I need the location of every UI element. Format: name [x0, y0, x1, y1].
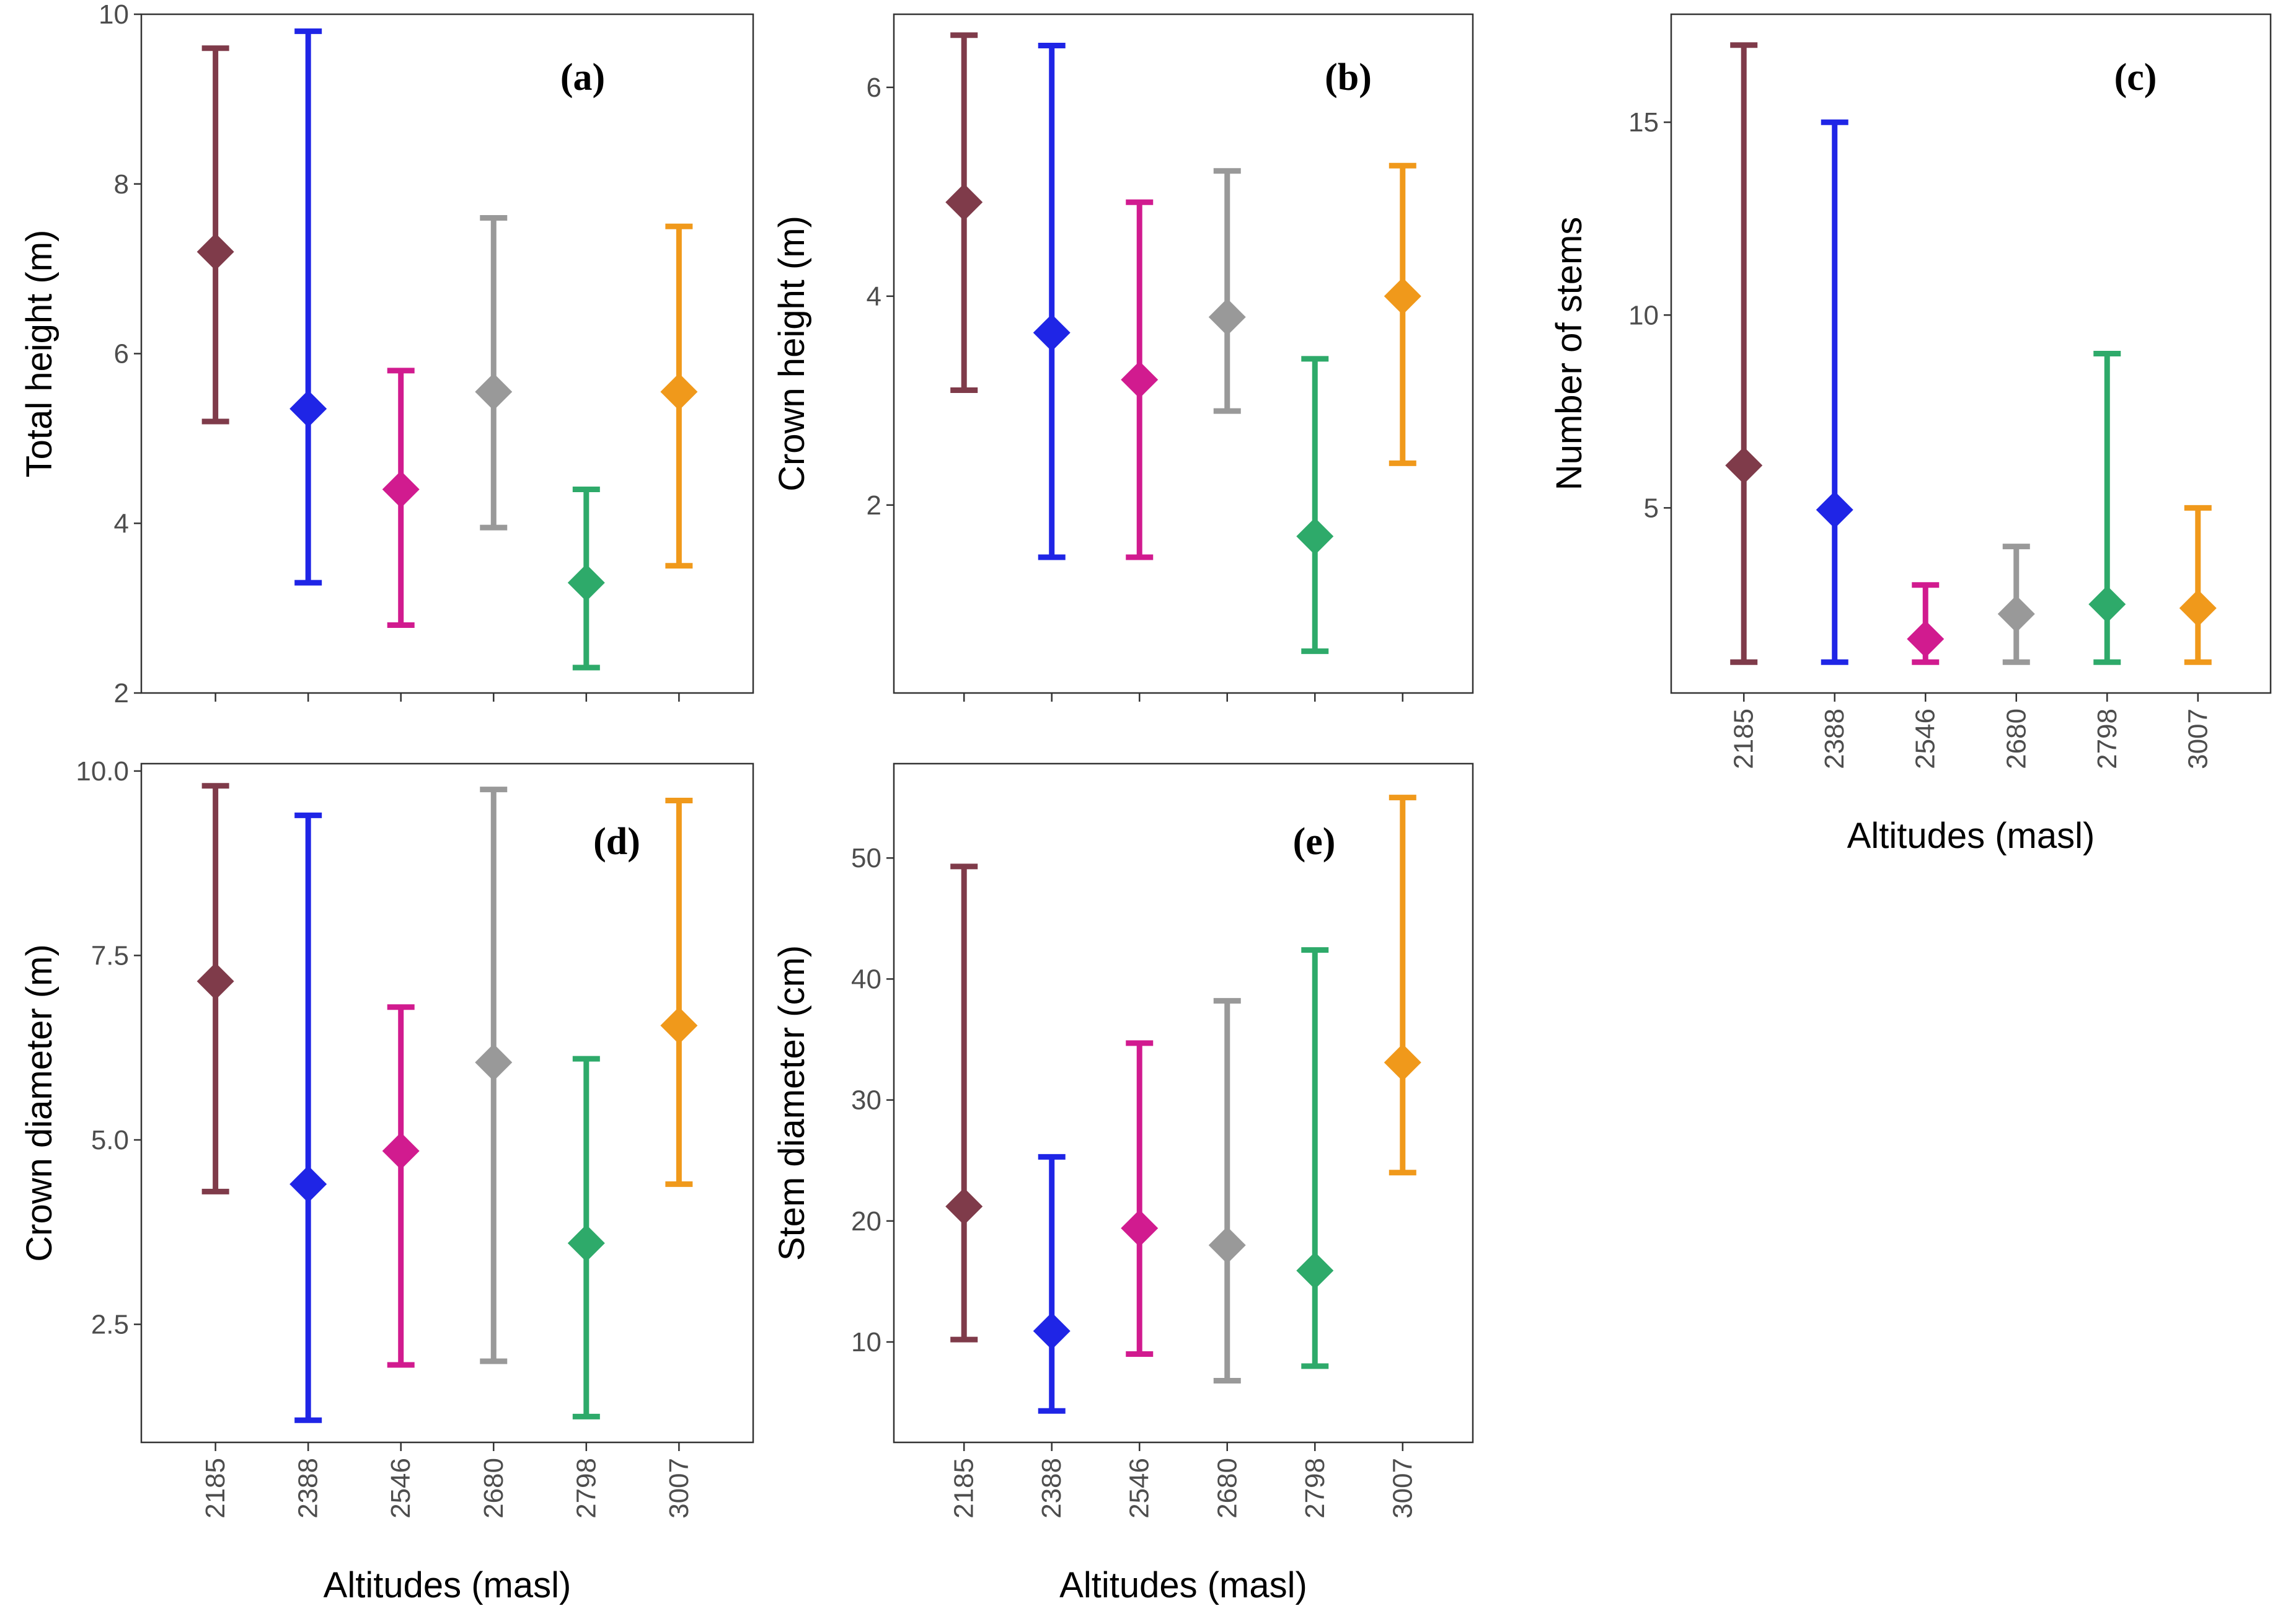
- x-tick-label: 3007: [1387, 1458, 1418, 1519]
- y-tick-label: 6: [867, 73, 881, 103]
- y-tick-label: 4: [867, 281, 881, 312]
- x-axis-title: Altitudes (masl): [1847, 816, 2095, 856]
- mean-point-2185: [945, 183, 983, 221]
- x-axis-title: Altitudes (masl): [1059, 1565, 1307, 1605]
- mean-point-2388: [1816, 491, 1853, 529]
- mean-point-2798: [2088, 585, 2126, 623]
- x-tick-label: 3007: [2183, 708, 2213, 769]
- panel-border: [893, 13, 1474, 694]
- panel-tag: (a): [560, 56, 605, 99]
- mean-point-2798: [567, 1224, 605, 1262]
- x-tick-label: 2546: [386, 1458, 416, 1519]
- y-tick-label: 10: [1628, 300, 1659, 330]
- x-tick-label: 2680: [1212, 1458, 1242, 1519]
- mean-point-2185: [197, 233, 234, 271]
- mean-point-2680: [1208, 298, 1246, 336]
- mean-point-3007: [660, 1007, 698, 1044]
- x-tick-label: 2185: [1729, 708, 1759, 769]
- x-tick-label: 2388: [1036, 1458, 1067, 1519]
- y-tick-label: 5.0: [91, 1125, 129, 1155]
- y-tick-label: 2: [114, 678, 129, 708]
- panel-d: 2.5 5.0 7.5 10.0 Crown diameter (m) 2185 2388 2…: [19, 756, 754, 1605]
- panel-border: [893, 762, 1474, 1444]
- x-tick-label: 2546: [1124, 1458, 1155, 1519]
- x-tick-label: 2680: [2001, 708, 2031, 769]
- y-tick-label: 50: [851, 843, 881, 873]
- y-axis-title: Total height (m): [19, 230, 60, 478]
- x-tick-label: 2798: [2092, 708, 2122, 769]
- x-tick-label: 2798: [571, 1458, 601, 1519]
- y-axis-title: Crown height (m): [772, 216, 812, 492]
- mean-point-2680: [1208, 1226, 1246, 1264]
- y-axis-title: Crown diameter (m): [19, 944, 60, 1261]
- panel-tag: (c): [2114, 56, 2157, 99]
- y-tick-label: 4: [114, 508, 129, 539]
- panel-tag: (b): [1325, 56, 1372, 99]
- mean-point-2546: [1121, 361, 1159, 399]
- mean-point-2798: [1296, 518, 1334, 555]
- y-tick-label: 30: [851, 1085, 881, 1116]
- x-tick-label: 2798: [1300, 1458, 1330, 1519]
- panel-border: [140, 762, 754, 1444]
- mean-point-3007: [660, 373, 698, 411]
- mean-point-3007: [1384, 1044, 1421, 1082]
- panel-border: [1670, 13, 2272, 694]
- mean-point-2185: [197, 963, 234, 1000]
- x-tick-label: 2388: [293, 1458, 324, 1519]
- mean-point-2185: [945, 1188, 983, 1225]
- mean-point-2546: [382, 1132, 420, 1170]
- x-tick-label: 3007: [664, 1458, 694, 1519]
- y-axis-title: Stem diameter (cm): [772, 945, 812, 1261]
- panel-c: 5 10 15 Number of stems 2185 2388 2546 2680 2798…: [1549, 13, 2272, 856]
- x-tick-label: 2388: [1819, 708, 1850, 769]
- y-tick-label: 40: [851, 964, 881, 994]
- x-tick-label: 2185: [200, 1458, 231, 1519]
- mean-point-2680: [475, 373, 513, 411]
- panel-b: 2 4 6 Crown height (m) (b): [772, 13, 1474, 702]
- y-tick-label: 8: [114, 169, 129, 200]
- panel-a: 2 4 6 8 10 Total height (m) (a): [19, 0, 754, 708]
- mean-point-2798: [1296, 1251, 1334, 1289]
- mean-point-2388: [1033, 314, 1071, 351]
- x-tick-label: 2680: [479, 1458, 509, 1519]
- mean-point-2680: [475, 1044, 513, 1082]
- y-tick-label: 7.5: [91, 940, 129, 971]
- y-axis-title: Number of stems: [1549, 217, 1589, 491]
- mean-point-3007: [1384, 277, 1421, 315]
- panel-tag: (d): [593, 821, 640, 863]
- mean-point-2798: [567, 564, 605, 602]
- y-tick-label: 5: [1644, 493, 1659, 523]
- y-tick-label: 10: [851, 1327, 881, 1357]
- panel-e: 10 20 30 40 50 Stem diameter (cm) 2185 2388 2546…: [772, 762, 1474, 1605]
- x-tick-label: 2546: [1910, 708, 1941, 769]
- x-tick-label: 2185: [949, 1458, 979, 1519]
- y-tick-label: 2: [867, 490, 881, 521]
- y-tick-label: 15: [1628, 107, 1659, 138]
- mean-point-2680: [1997, 595, 2035, 633]
- mean-point-2388: [289, 390, 327, 428]
- y-tick-label: 20: [851, 1206, 881, 1237]
- y-tick-label: 10: [99, 0, 129, 30]
- mean-point-2546: [1121, 1209, 1159, 1247]
- panel-tag: (e): [1293, 821, 1336, 863]
- mean-point-2388: [289, 1165, 327, 1203]
- y-tick-label: 10.0: [76, 756, 129, 787]
- mean-point-3007: [2179, 589, 2217, 627]
- mean-point-2185: [1725, 446, 1763, 484]
- x-axis-title: Altitudes (masl): [324, 1565, 572, 1605]
- mean-point-2546: [382, 470, 420, 508]
- y-tick-label: 2.5: [91, 1310, 129, 1340]
- mean-point-2546: [1907, 620, 1945, 658]
- y-tick-label: 6: [114, 339, 129, 369]
- mean-point-2388: [1033, 1312, 1071, 1350]
